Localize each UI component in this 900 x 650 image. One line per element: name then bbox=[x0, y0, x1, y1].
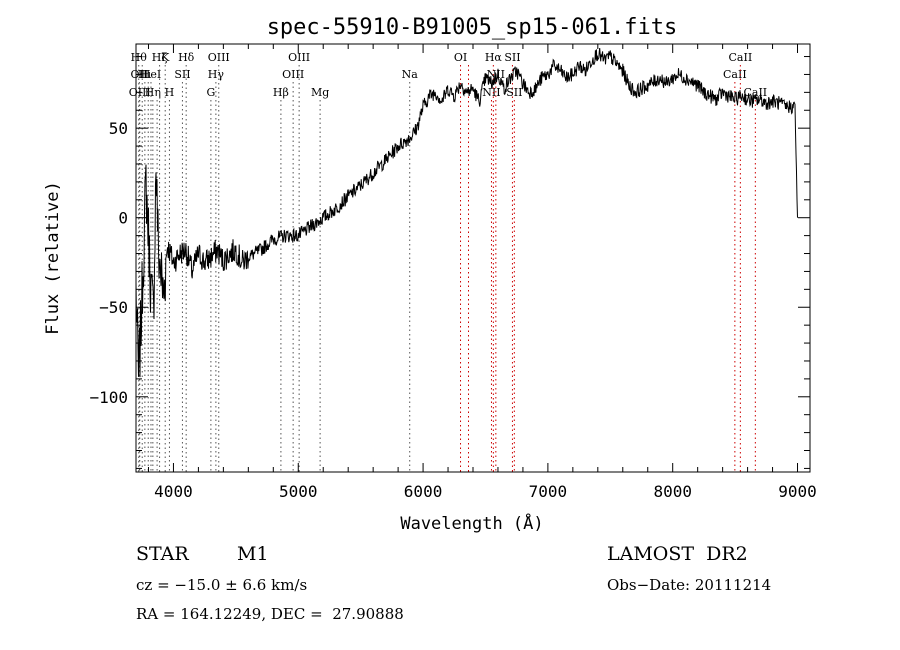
line-marker-label: HeI bbox=[141, 68, 161, 81]
survey-label: LAMOST DR2 bbox=[607, 543, 748, 565]
x-tick-label: 4000 bbox=[154, 482, 193, 501]
y-tick-label: −50 bbox=[99, 298, 128, 317]
line-marker-label: Hγ bbox=[208, 68, 225, 81]
x-tick-label: 8000 bbox=[653, 482, 692, 501]
line-marker-label: OIII bbox=[282, 68, 304, 81]
line-marker-label: Hβ bbox=[273, 86, 289, 99]
line-marker-label: OIII bbox=[288, 51, 310, 64]
spectrum-series-line bbox=[135, 48, 798, 378]
line-marker-label: H bbox=[165, 86, 175, 99]
line-marker-label: Hα bbox=[485, 51, 503, 64]
redshift-readout: cz = −15.0 ± 6.6 km/s bbox=[136, 576, 308, 594]
line-marker-label: CaII bbox=[723, 68, 747, 81]
line-marker-label: Hζ bbox=[152, 51, 168, 64]
line-marker-label: Na bbox=[402, 68, 419, 81]
x-axis-label: Wavelength (Å) bbox=[400, 512, 543, 534]
line-marker-label: K bbox=[161, 51, 170, 64]
line-marker-label: OI bbox=[454, 51, 467, 64]
y-tick-label: −100 bbox=[89, 388, 128, 407]
coordinates-readout: RA = 164.12249, DEC = 27.90888 bbox=[136, 605, 404, 623]
object-subclass: M1 bbox=[237, 543, 269, 565]
line-marker-label: Hθ bbox=[131, 51, 148, 64]
line-marker-label: Hη bbox=[145, 86, 161, 99]
observation-date: Obs−Date: 20111214 bbox=[607, 576, 772, 594]
line-marker-label: Mg bbox=[311, 86, 329, 99]
plot-frame bbox=[135, 43, 811, 473]
object-class: STAR bbox=[136, 543, 189, 565]
x-tick-label: 9000 bbox=[778, 482, 817, 501]
x-tick-label: 5000 bbox=[279, 482, 318, 501]
line-marker-label: Hδ bbox=[178, 51, 195, 64]
chart-title: spec-55910-B91005_sp15-061.fits bbox=[267, 15, 678, 40]
y-axis-label: Flux (relative) bbox=[43, 181, 63, 335]
line-marker-label: Hι bbox=[138, 68, 152, 81]
line-marker-label: SII bbox=[174, 68, 190, 81]
line-marker-label: SII bbox=[504, 51, 520, 64]
y-tick-label: 50 bbox=[109, 119, 128, 138]
line-marker-label: G bbox=[206, 86, 215, 99]
x-tick-label: 7000 bbox=[529, 482, 568, 501]
axis-ticks: 4000 5000 6000 7000 8000 9000 −100 −50 0 50 bbox=[89, 44, 817, 501]
y-tick-label: 0 bbox=[118, 209, 128, 228]
line-marker-label: OIII bbox=[208, 51, 230, 64]
line-marker-label: SII bbox=[506, 86, 522, 99]
line-marker-label: CaII bbox=[729, 51, 753, 64]
x-tick-label: 6000 bbox=[404, 482, 443, 501]
